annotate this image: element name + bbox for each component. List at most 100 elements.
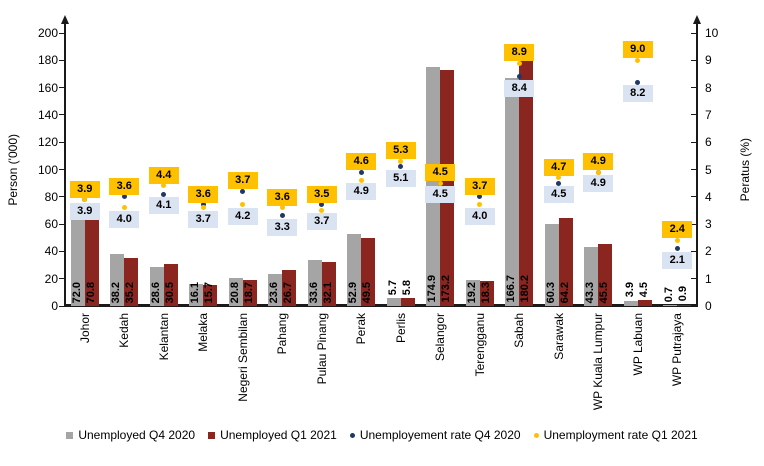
- bar-unemployed-q1-2021: [677, 304, 692, 306]
- x-axis-category-label: Perlis: [393, 313, 408, 344]
- right-y-axis-tick: [691, 59, 697, 61]
- left-y-axis-tick-label: 120: [37, 135, 58, 150]
- left-y-axis-tick-label: 100: [37, 162, 58, 177]
- legend-marker-icon: [66, 431, 74, 439]
- x-axis-category-label: WP Labuan: [630, 313, 645, 376]
- rate-label-unemployement-rate-q4-2020: 3.7: [306, 213, 337, 231]
- rate-dot-unemployement-rate-q4-2020: [674, 246, 680, 252]
- bar-unemployed-q4-2020: [386, 298, 401, 306]
- rate-dot-unemployement-rate-q4-2020: [319, 202, 325, 208]
- rate-dot-unemployment-rate-q1-2021: [121, 205, 127, 211]
- x-axis-line: [64, 304, 698, 307]
- right-y-axis-tick-label: 10: [705, 26, 719, 40]
- left-y-axis-tick: [59, 169, 65, 170]
- rate-label-unemployement-rate-q4-2020: 5.1: [385, 169, 416, 187]
- bar-unemployed-q1-2021: [124, 257, 139, 306]
- rate-label-unemployement-rate-q4-2020: 4.1: [148, 197, 179, 215]
- right-y-axis-tick-label: 8: [705, 80, 712, 95]
- legend-item-label: Unemployment rate Q1 2021: [543, 428, 698, 442]
- bar-value-label: 20.8: [228, 281, 241, 303]
- rate-dot-unemployment-rate-q1-2021: [398, 158, 404, 164]
- rate-label-unemployement-rate-q4-2020: 4.9: [583, 175, 614, 193]
- bar-value-label: 52.9: [347, 281, 360, 303]
- rate-dot-unemployment-rate-q1-2021: [477, 202, 483, 208]
- bar-value-label: 173.2: [440, 275, 453, 303]
- right-y-axis-tick-label: 0: [705, 299, 712, 313]
- left-y-axis-arrow-icon: [61, 15, 69, 24]
- rate-label-unemployement-rate-q4-2020: 2.1: [662, 251, 693, 269]
- rate-dot-unemployement-rate-q4-2020: [161, 191, 167, 197]
- right-y-axis-title-wrap: Peratus (%): [736, 33, 754, 306]
- x-axis-category-label: Johor: [77, 313, 92, 344]
- rate-label-unemployment-rate-q1-2021: 4.9: [583, 153, 614, 171]
- rate-dot-unemployement-rate-q4-2020: [121, 194, 127, 200]
- legend-item-label: Unemployement rate Q4 2020: [359, 428, 521, 442]
- rate-dot-unemployment-rate-q1-2021: [595, 169, 601, 175]
- right-y-axis-tick: [691, 305, 697, 307]
- bar-value-label: 35.2: [124, 281, 137, 303]
- bar-unemployed-q1-2021: [558, 218, 573, 306]
- rate-label-unemployement-rate-q4-2020: 4.0: [464, 207, 495, 225]
- rate-dot-unemployement-rate-q4-2020: [477, 194, 483, 200]
- left-y-axis-tick-label: 80: [44, 189, 58, 204]
- bar-unemployed-q4-2020: [307, 260, 322, 306]
- bar-unemployed-q4-2020: [505, 78, 520, 306]
- rate-label-unemployement-rate-q4-2020: 4.5: [543, 186, 574, 204]
- bar-unemployed-q1-2021: [598, 243, 613, 306]
- rate-label-unemployment-rate-q1-2021: 4.6: [346, 153, 377, 171]
- right-y-axis-tick-label: 4: [705, 189, 712, 204]
- bar-value-label: 15.7: [203, 281, 216, 303]
- bar-value-label: 3.9: [623, 282, 636, 298]
- right-y-axis-tick: [691, 196, 697, 198]
- bar-unemployed-q4-2020: [347, 233, 362, 306]
- right-y-axis-title: Peratus (%): [738, 137, 752, 202]
- bar-unemployed-q1-2021: [242, 280, 257, 306]
- x-axis-category-label: Perak: [354, 313, 369, 345]
- left-y-axis-tick: [59, 141, 65, 143]
- x-axis-category-label: Kelantan: [156, 313, 171, 361]
- bar-value-label: 16.1: [189, 281, 202, 303]
- rate-dot-unemployment-rate-q1-2021: [161, 183, 167, 189]
- left-y-axis-tick: [59, 114, 65, 116]
- legend-item-unemployed-q1-2021: Unemployed Q1 2021: [208, 428, 337, 442]
- left-y-axis-tick: [59, 87, 65, 89]
- left-y-axis-tick-label: 140: [37, 107, 58, 122]
- x-axis-category-label: Terengganu: [472, 313, 487, 377]
- bar-value-label: 26.7: [282, 281, 295, 303]
- bar-value-label: 5.8: [400, 279, 413, 296]
- rate-label-unemployement-rate-q4-2020: 3.7: [188, 210, 219, 228]
- bar-value-label: 19.2: [465, 281, 478, 303]
- left-y-axis-tick-label: 20: [44, 271, 58, 286]
- right-y-axis-tick-label: 6: [705, 135, 712, 150]
- left-y-axis-tick: [59, 59, 65, 61]
- right-y-axis-tick-label: 2: [705, 244, 712, 259]
- bar-value-label: 18.7: [242, 281, 255, 303]
- bar-unemployed-q4-2020: [465, 279, 480, 306]
- rate-dot-unemployement-rate-q4-2020: [516, 74, 522, 80]
- rate-dot-unemployement-rate-q4-2020: [398, 164, 404, 170]
- legend-item-unemployement-rate-q4-2020: Unemployement rate Q4 2020: [349, 428, 521, 442]
- right-y-axis-tick: [691, 114, 697, 116]
- bar-unemployed-q1-2021: [519, 60, 534, 306]
- rate-dot-unemployment-rate-q1-2021: [635, 57, 641, 63]
- x-axis-category-label: Negeri Sembilan: [235, 313, 250, 402]
- rate-label-unemployment-rate-q1-2021: 9.0: [622, 41, 653, 59]
- rate-label-unemployment-rate-q1-2021: 4.7: [543, 158, 574, 176]
- right-y-axis-tick-label: 3: [705, 217, 712, 232]
- bar-unemployed-q4-2020: [268, 273, 283, 306]
- right-y-axis-tick-label: 7: [705, 107, 712, 122]
- bar-value-label: 32.1: [321, 281, 334, 303]
- bar-value-label: 33.6: [307, 281, 320, 303]
- bar-value-label: 28.6: [149, 281, 162, 303]
- rate-label-unemployement-rate-q4-2020: 4.0: [109, 210, 140, 228]
- left-y-axis-tick: [59, 278, 65, 280]
- bar-value-label: 60.3: [544, 281, 557, 303]
- rate-dot-unemployment-rate-q1-2021: [200, 205, 206, 211]
- legend-item-unemployment-rate-q1-2021: Unemployment rate Q1 2021: [533, 428, 698, 442]
- bar-unemployed-q1-2021: [400, 298, 415, 306]
- bar-value-label: 166.7: [505, 275, 518, 303]
- left-y-axis-tick-label: 0: [51, 299, 58, 313]
- rate-label-unemployment-rate-q1-2021: 8.9: [504, 44, 535, 62]
- left-y-axis-tick-label: 200: [37, 26, 58, 40]
- rate-label-unemployment-rate-q1-2021: 3.6: [267, 188, 298, 206]
